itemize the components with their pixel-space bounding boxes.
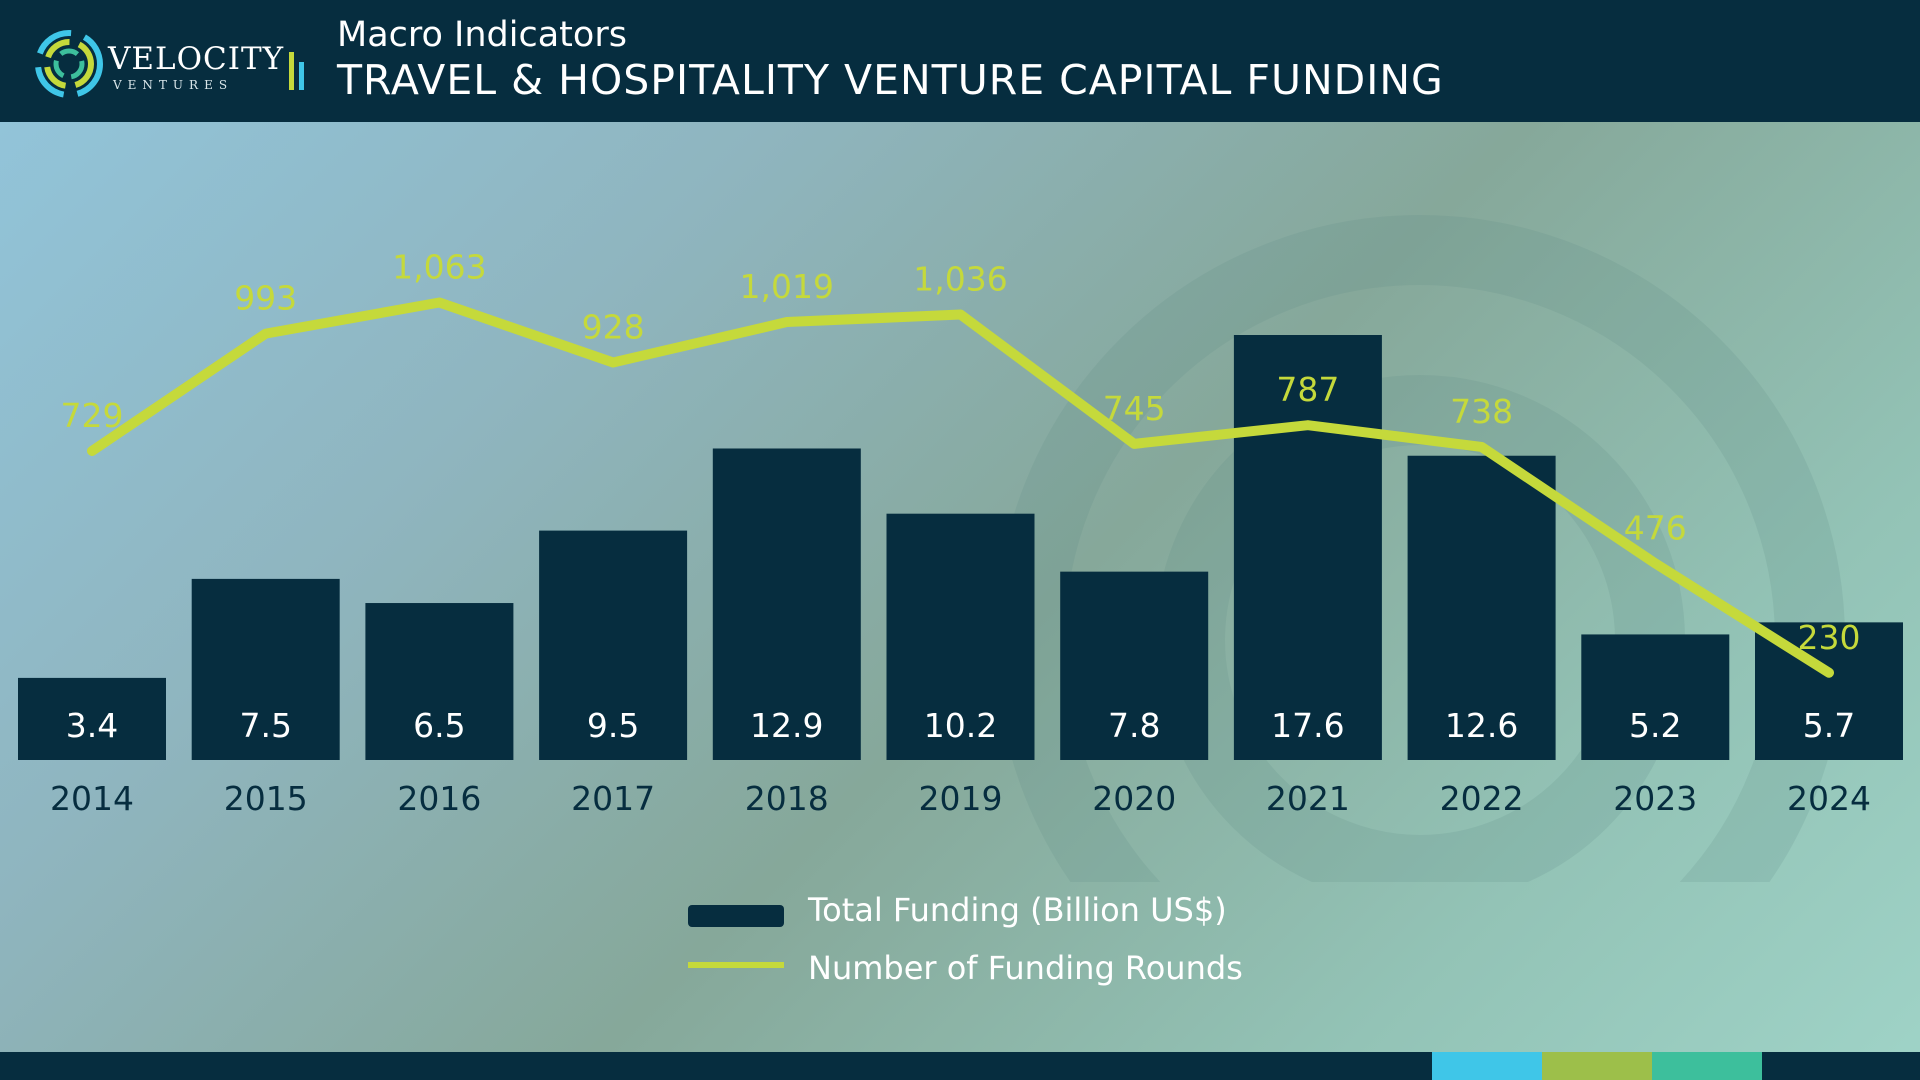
- bar-label-2024: 5.7: [1803, 706, 1855, 745]
- x-tick-2015: 2015: [224, 779, 308, 818]
- line-label-2024: 230: [1798, 618, 1861, 657]
- bar-label-2021: 17.6: [1271, 706, 1344, 745]
- line-label-2015: 993: [234, 279, 297, 318]
- footer-bar: [0, 1052, 1920, 1080]
- line-label-2021: 787: [1276, 370, 1339, 409]
- x-tick-2024: 2024: [1787, 779, 1871, 818]
- line-value-labels: 729 993 1,063 928 1,019 1,036 745 787 738 476 230: [61, 247, 1861, 656]
- rounds-line: [87, 297, 1834, 678]
- bar-label-2019: 10.2: [924, 706, 997, 745]
- line-label-2023: 476: [1624, 508, 1687, 547]
- bar-label-2016: 6.5: [413, 706, 465, 745]
- x-axis-tick-labels: 2014 2015 2016 2017 2018 2019 2020 2021 2022 2023…: [50, 779, 1871, 818]
- bar-2020: [1060, 571, 1209, 760]
- bar-label-2020: 7.8: [1108, 706, 1160, 745]
- line-series: [87, 297, 1834, 678]
- brand-subtitle: VENTURES: [113, 78, 234, 92]
- bar-2017: [539, 530, 688, 760]
- bar-2014: [18, 677, 166, 760]
- x-tick-2020: 2020: [1092, 779, 1176, 818]
- line-label-2017: 928: [582, 308, 645, 347]
- footer-accent-teal: [1652, 1052, 1762, 1080]
- bar-series: [18, 335, 1903, 760]
- line-label-2019: 1,036: [913, 259, 1007, 298]
- x-tick-2016: 2016: [397, 779, 481, 818]
- footer-accent-green: [1542, 1052, 1652, 1080]
- line-label-2016: 1,063: [392, 247, 486, 286]
- bar-2022: [1407, 455, 1556, 760]
- legend-swatch-line: [688, 962, 784, 968]
- line-label-2022: 738: [1450, 392, 1513, 431]
- x-tick-2019: 2019: [919, 779, 1003, 818]
- bar-2016: [365, 603, 514, 760]
- x-tick-2017: 2017: [571, 779, 655, 818]
- bar-label-2018: 12.9: [750, 706, 823, 745]
- line-label-2020: 745: [1103, 389, 1166, 428]
- bar-label-2022: 12.6: [1445, 706, 1518, 745]
- x-tick-2014: 2014: [50, 779, 134, 818]
- bar-label-2017: 9.5: [587, 706, 639, 745]
- header-divider: [289, 52, 294, 90]
- x-tick-2023: 2023: [1613, 779, 1697, 818]
- x-tick-2021: 2021: [1266, 779, 1350, 818]
- bar-2015: [191, 578, 340, 760]
- page-title: TRAVEL & HOSPITALITY VENTURE CAPITAL FUN…: [337, 56, 1444, 104]
- header-divider-accent: [299, 62, 304, 90]
- legend-swatch-bar: [688, 905, 784, 927]
- line-label-2018: 1,019: [740, 267, 834, 306]
- brand-name: VELOCITY: [108, 41, 285, 77]
- bar-label-2014: 3.4: [66, 706, 118, 745]
- legend-label-total-funding: Total Funding (Billion US$): [808, 891, 1227, 929]
- footer-accent-blue: [1432, 1052, 1542, 1080]
- bar-2021: [1233, 335, 1382, 760]
- line-label-2014: 729: [61, 396, 124, 435]
- x-tick-2022: 2022: [1440, 779, 1524, 818]
- bar-2023: [1581, 634, 1730, 760]
- funding-chart: 3.4 7.5 6.5 9.5 12.9 10.2 7.8 17.6 12.6 5.2 5.7 20…: [18, 215, 1903, 882]
- header-eyebrow: Macro Indicators: [337, 15, 627, 55]
- bar-label-2015: 7.5: [239, 706, 291, 745]
- legend-label-funding-rounds: Number of Funding Rounds: [808, 949, 1243, 987]
- bar-2018: [712, 448, 861, 760]
- velocity-logo-icon: [35, 30, 103, 98]
- header: VELOCITY VENTURES Macro Indicators TRAVE…: [0, 0, 1920, 122]
- bar-2019: [886, 513, 1035, 760]
- x-tick-2018: 2018: [745, 779, 829, 818]
- bar-value-labels: 3.4 7.5 6.5 9.5 12.9 10.2 7.8 17.6 12.6 5.2 5.7: [66, 706, 1855, 745]
- bar-label-2023: 5.2: [1629, 706, 1681, 745]
